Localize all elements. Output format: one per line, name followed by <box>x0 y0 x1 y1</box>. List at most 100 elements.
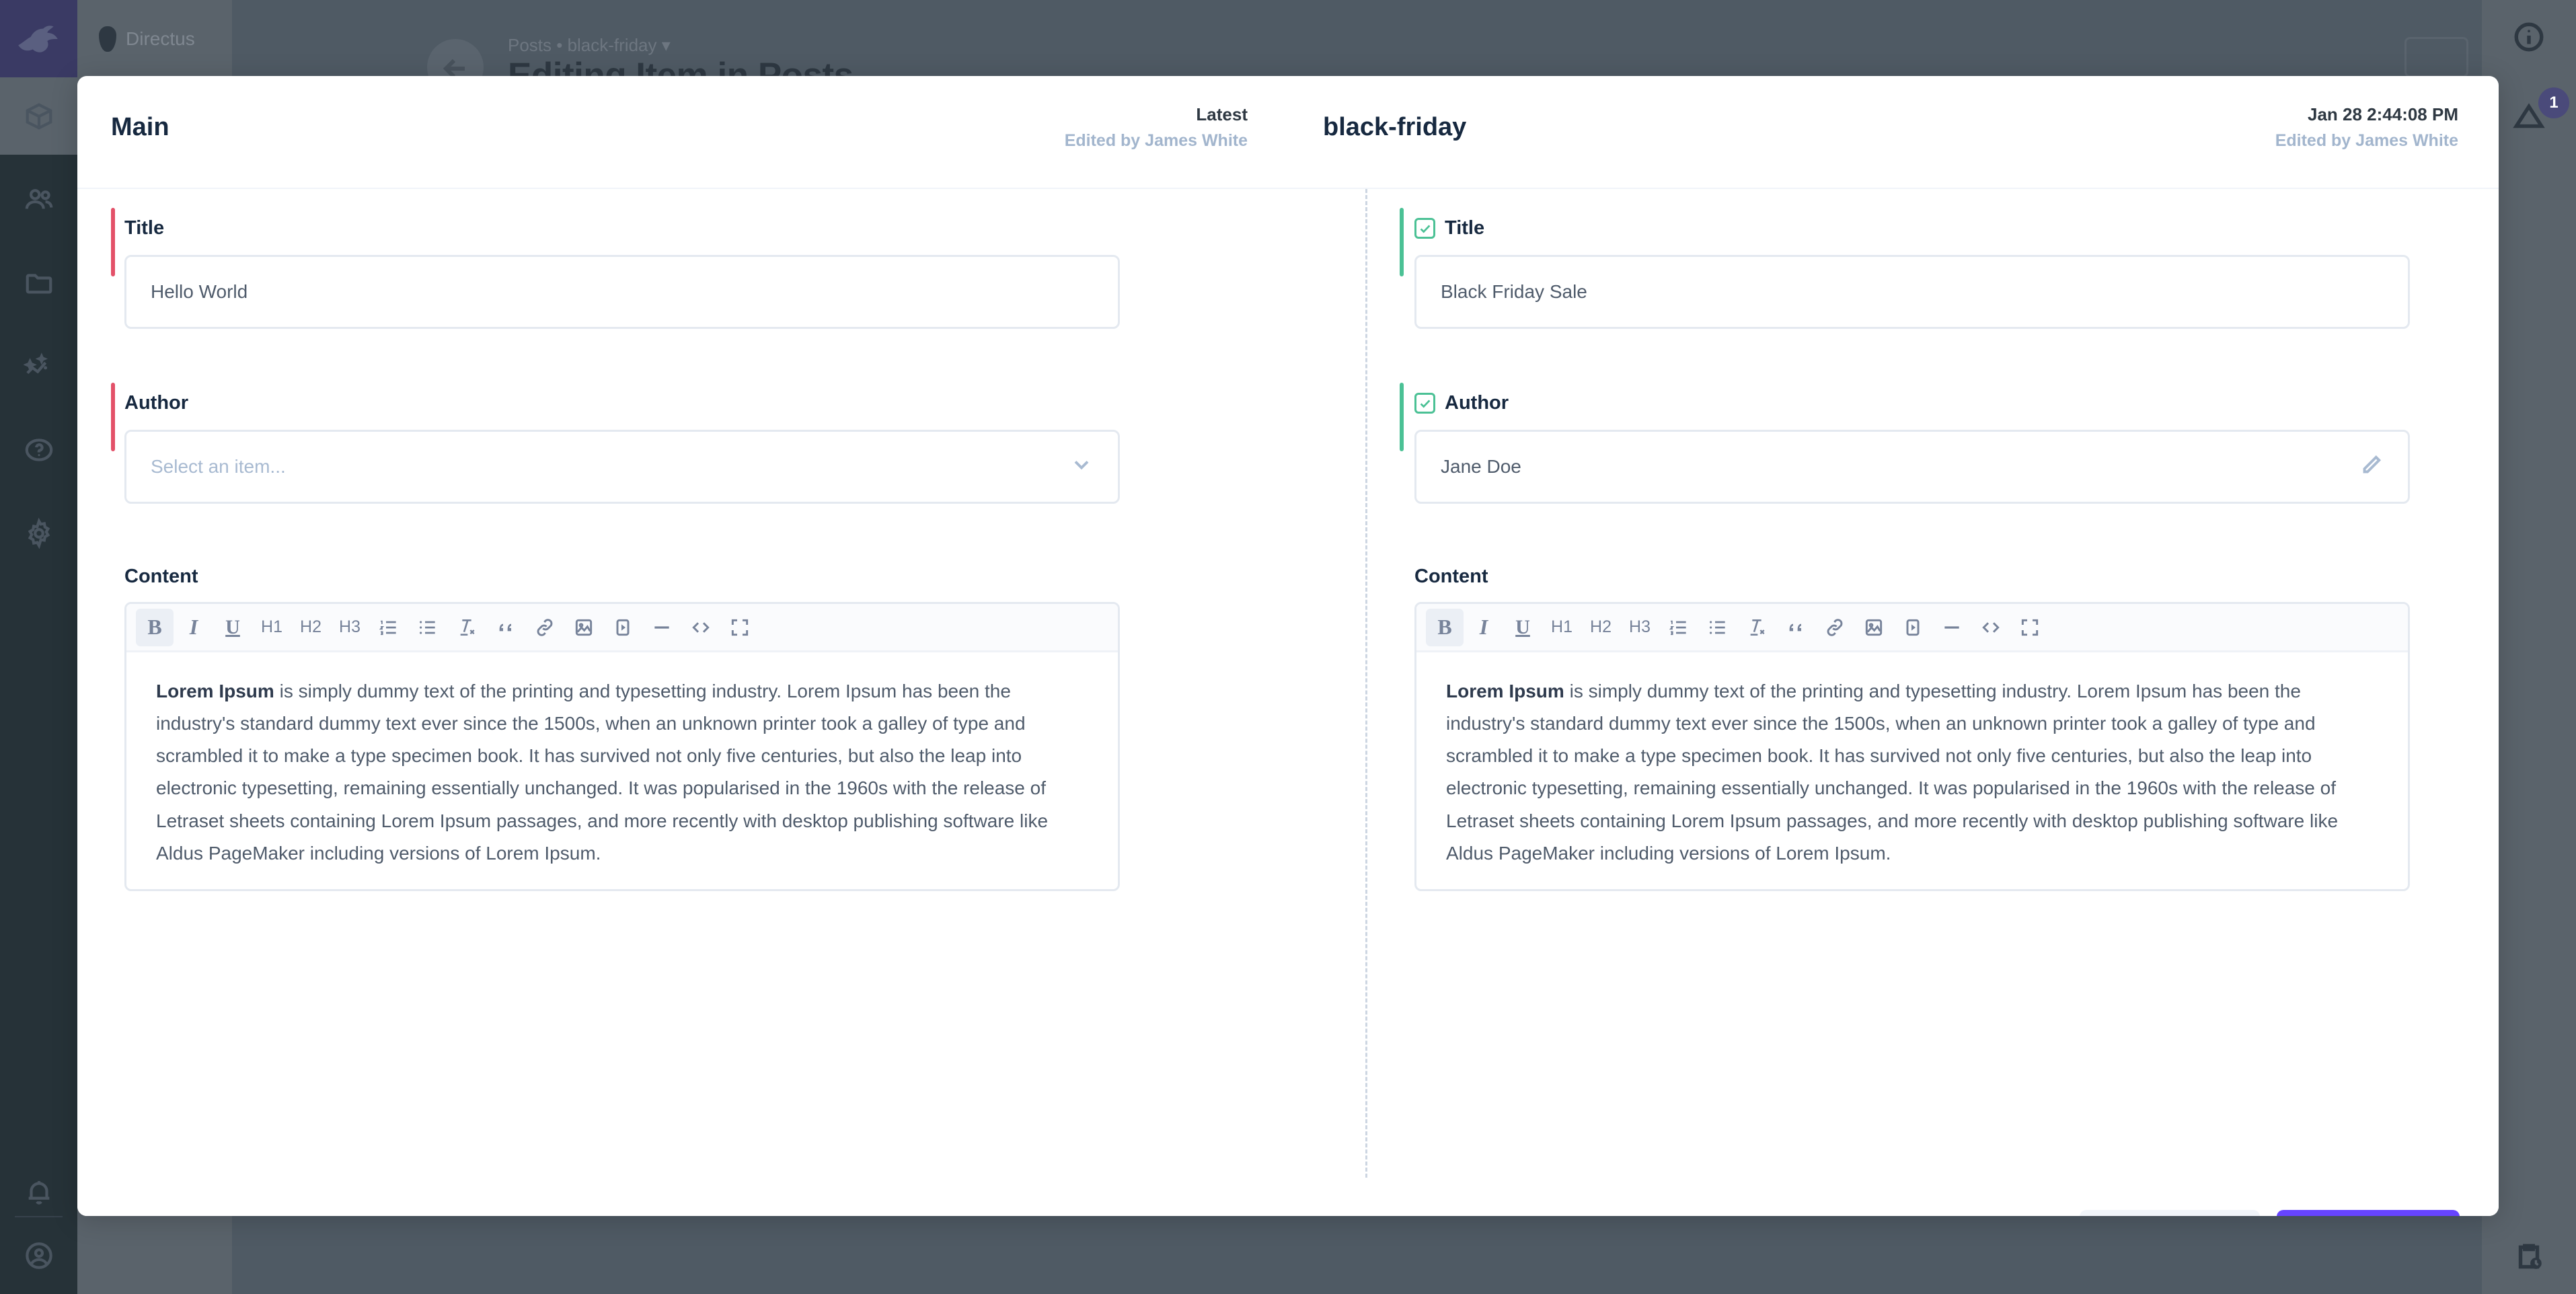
heading-2-button[interactable]: H2 <box>1590 617 1612 636</box>
info-circle-icon <box>2514 22 2544 52</box>
left-title-input[interactable]: Hello World <box>124 255 1120 329</box>
box-icon <box>26 102 52 130</box>
code-icon <box>692 621 710 633</box>
video-button[interactable] <box>604 609 642 646</box>
ordered-list-icon <box>1669 620 1686 635</box>
module-divider <box>15 1216 63 1217</box>
sidebar-item-revisions[interactable] <box>2482 79 2576 153</box>
revisions-icon <box>2513 103 2545 128</box>
right-editor-toolbar: B I U H1 H2 H3 <box>1416 604 2408 652</box>
fullscreen-icon <box>2021 619 2039 636</box>
cancel-button[interactable]: Cancel <box>2080 1210 2260 1216</box>
module-item-account[interactable] <box>0 1217 77 1294</box>
module-item-users[interactable] <box>0 161 77 238</box>
clear-formatting-icon <box>1750 619 1765 636</box>
ordered-list-button[interactable] <box>1660 609 1698 646</box>
project-brand[interactable]: Directus <box>77 0 232 77</box>
right-title-accent-bar <box>1400 208 1404 276</box>
sidebar-item-activity[interactable] <box>2482 1220 2576 1294</box>
left-content-lead: Lorem Ipsum <box>156 681 274 701</box>
module-item-settings[interactable] <box>0 494 77 572</box>
right-author-value: Jane Doe <box>1441 456 1521 477</box>
right-author-checkbox[interactable] <box>1414 393 1435 414</box>
right-title-input[interactable]: Black Friday Sale <box>1414 255 2410 329</box>
blockquote-button[interactable] <box>1777 609 1815 646</box>
clear-formatting-icon <box>460 619 475 636</box>
heading-2-button[interactable]: H2 <box>300 617 321 636</box>
left-title-label: Title <box>124 217 165 239</box>
dialog-header-right-pane: black-friday Jan 28 2:44:08 PM Edited by… <box>1289 76 2499 189</box>
left-author-select[interactable]: Select an item... <box>124 430 1120 504</box>
bullet-list-button[interactable] <box>1699 609 1737 646</box>
module-item-help[interactable] <box>0 411 77 488</box>
left-content-text: Lorem Ipsum is simply dummy text of the … <box>126 652 1118 889</box>
module-item-files[interactable] <box>0 244 77 321</box>
right-content-label: Content <box>1414 566 1488 587</box>
link-button[interactable] <box>1816 609 1854 646</box>
heading-3-button[interactable]: H3 <box>339 617 361 636</box>
clear-formatting-button[interactable] <box>1738 609 1776 646</box>
horizontal-rule-button[interactable] <box>643 609 681 646</box>
check-icon <box>1420 224 1430 233</box>
code-button[interactable] <box>682 609 720 646</box>
blockquote-button[interactable] <box>487 609 525 646</box>
horizontal-rule-button[interactable] <box>1933 609 1971 646</box>
right-version-timestamp: Jan 28 2:44:08 PM <box>2307 104 2458 124</box>
sidebar-item-info[interactable] <box>2482 0 2576 74</box>
heading-1-button[interactable]: H1 <box>1551 617 1573 636</box>
breadcrumb[interactable]: Posts • black-friday ▾ <box>508 35 671 56</box>
clear-formatting-button[interactable] <box>448 609 486 646</box>
left-editor-toolbar: B I U H1 H2 H3 <box>126 604 1118 652</box>
dialog-header: Main Latest Edited by James White black-… <box>77 76 2499 189</box>
image-button[interactable] <box>565 609 603 646</box>
module-item-insights[interactable] <box>0 328 77 405</box>
left-content-label: Content <box>124 566 198 587</box>
bold-button[interactable]: B <box>1426 608 1464 646</box>
module-item-notifications[interactable] <box>0 1153 77 1231</box>
italic-button[interactable]: I <box>189 615 198 639</box>
bullet-list-button[interactable] <box>409 609 447 646</box>
image-icon <box>575 619 593 636</box>
left-content-rest: is simply dummy text of the printing and… <box>156 681 1049 864</box>
left-content-editor[interactable]: B I U H1 H2 H3 <box>124 602 1120 891</box>
horizontal-rule-icon <box>654 625 669 629</box>
folder-icon <box>26 273 52 294</box>
heading-1-button[interactable]: H1 <box>261 617 282 636</box>
header-action-placeholder[interactable] <box>2404 37 2468 77</box>
users-icon <box>25 188 52 209</box>
module-item-content[interactable] <box>0 77 77 155</box>
edit-pencil-icon[interactable] <box>2359 453 2384 482</box>
right-author-input[interactable]: Jane Doe <box>1414 430 2410 504</box>
heading-3-button[interactable]: H3 <box>1629 617 1651 636</box>
chevron-down-icon[interactable] <box>1069 453 1094 482</box>
code-button[interactable] <box>1972 609 2010 646</box>
video-button[interactable] <box>1894 609 1932 646</box>
left-title-value: Hello World <box>151 281 248 302</box>
directus-rabbit-logo[interactable] <box>0 0 77 77</box>
link-button[interactable] <box>526 609 564 646</box>
right-content-editor[interactable]: B I U H1 H2 H3 <box>1414 602 2410 891</box>
right-content-text: Lorem Ipsum is simply dummy text of the … <box>1416 652 2408 889</box>
left-pane: Title Hello World Author Select an item.… <box>77 189 1288 1178</box>
image-icon <box>1865 619 1883 636</box>
bold-button[interactable]: B <box>136 608 174 646</box>
ordered-list-button[interactable] <box>370 609 408 646</box>
fullscreen-button[interactable] <box>721 609 759 646</box>
account-circle-icon <box>25 1242 52 1269</box>
ordered-list-icon <box>379 620 396 635</box>
underline-button[interactable]: U <box>225 615 240 638</box>
horizontal-rule-icon <box>1944 625 1959 629</box>
fullscreen-button[interactable] <box>2011 609 2049 646</box>
image-button[interactable] <box>1855 609 1893 646</box>
right-author-accent-bar <box>1400 383 1404 451</box>
module-bar <box>0 0 77 1294</box>
apply-button[interactable]: Apply <box>2277 1210 2460 1216</box>
insights-icon <box>23 352 48 374</box>
left-edited-by: Edited by James White <box>1064 131 1248 150</box>
underline-button[interactable]: U <box>1515 615 1530 638</box>
italic-button[interactable]: I <box>1479 615 1488 639</box>
link-icon <box>537 618 553 636</box>
left-title-accent-bar <box>111 208 115 276</box>
right-title-checkbox[interactable] <box>1414 218 1435 239</box>
video-icon <box>1906 619 1920 636</box>
